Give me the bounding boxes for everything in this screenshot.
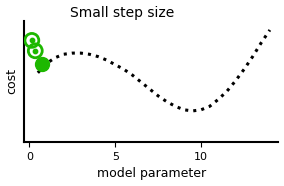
Point bbox=[39, 62, 44, 65]
X-axis label: model parameter: model parameter bbox=[97, 167, 206, 180]
Y-axis label: cost: cost bbox=[6, 68, 18, 94]
Point bbox=[30, 39, 34, 42]
Point bbox=[33, 49, 37, 52]
Text: Small step size: Small step size bbox=[70, 6, 174, 20]
Point bbox=[30, 39, 34, 42]
Point bbox=[33, 49, 37, 52]
